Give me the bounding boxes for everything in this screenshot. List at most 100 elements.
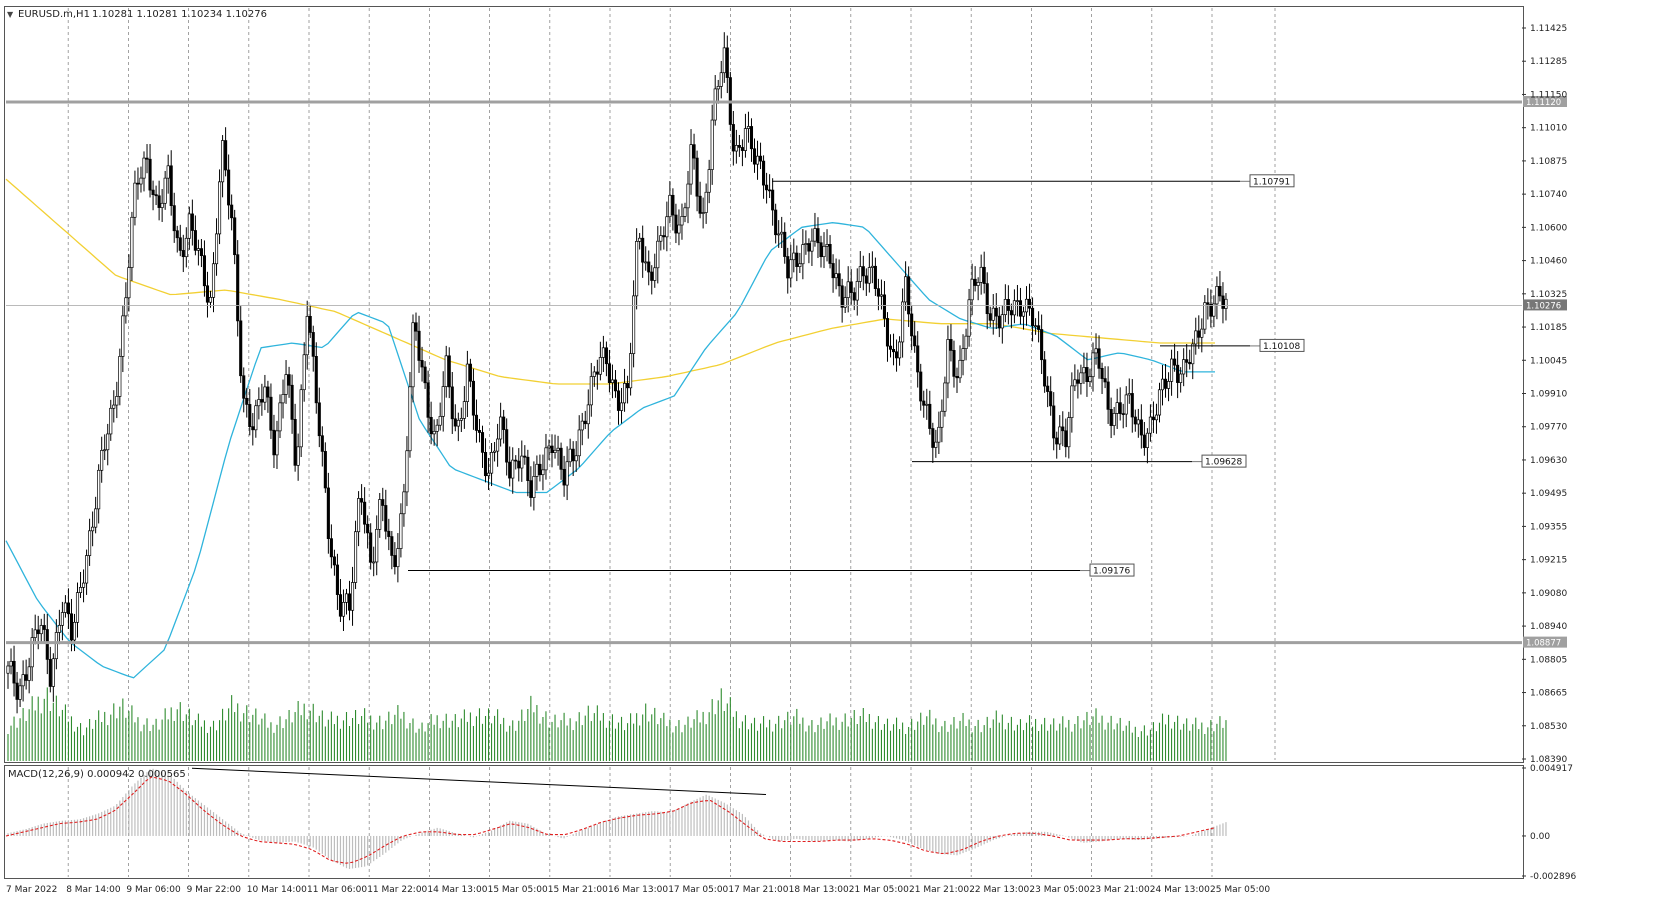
candle-body [502,416,506,430]
candle-body [1037,325,1041,330]
candle-body [224,140,228,171]
candle-body [1163,378,1168,389]
candle-body [287,374,291,386]
candle-body [51,658,55,687]
candle-body [882,294,887,319]
level-1-10791-label: 1.10791 [1253,177,1290,187]
candle-body [559,447,563,470]
candle-body [789,259,793,279]
candle-body [876,288,880,297]
candle-body [888,345,893,350]
candle-body [302,354,306,391]
price-tick-label: 1.11425 [1530,24,1567,34]
candle-body [118,356,122,397]
candle-body [837,273,841,287]
candle-body [1209,304,1213,317]
candle-body [819,242,823,258]
candle-body [1127,393,1131,396]
candle-body [762,160,766,186]
candle-body [538,463,542,476]
candle-body [580,420,584,431]
candle-body [937,426,941,443]
candle-body [804,243,808,245]
candle-body [465,363,469,402]
candle-body [1061,426,1065,432]
candle-body [1076,379,1080,384]
candle-body [946,339,950,384]
candle-body [462,401,466,419]
candle-body [100,450,104,471]
candle-body [1197,330,1201,338]
candle-body [979,266,983,283]
candle-body [913,335,917,347]
candle-body [925,403,929,406]
price-tick-label: 1.10740 [1530,190,1567,200]
candle-body [320,435,324,452]
candle-body [532,476,536,498]
candle-body [755,155,760,165]
candle-body [689,144,693,185]
time-label: 11 Mar 22:00 [367,885,427,895]
candle-body [423,366,427,384]
candle-body [598,357,602,375]
candle-body [332,556,336,566]
candle-body [982,266,986,284]
level-1-09628-label: 1.09628 [1205,458,1242,468]
candle-body [63,602,67,613]
candle-body [103,449,107,452]
price-tick-label: 1.09355 [1530,522,1567,532]
candle-body [160,202,164,208]
candle-body [42,625,46,630]
resistance-line-label-bg [1523,96,1567,107]
candle-body [613,379,618,392]
candle-body [236,254,240,322]
candle-body [1046,385,1050,392]
candle-body [746,126,751,129]
candle-body [18,685,22,700]
macd-pane[interactable] [4,765,1524,879]
candle-body [211,263,216,298]
candle-body [961,348,965,361]
candle-body [807,243,811,252]
time-label: 23 Mar 05:00 [1029,885,1089,895]
candle-body [622,383,627,404]
candle-body [740,147,744,151]
candle-body [311,332,315,357]
candle-body [607,363,611,383]
candle-body [1073,379,1077,387]
candle-body [480,432,485,453]
candle-body [970,278,974,301]
candle-body [284,374,288,395]
candle-body [426,382,430,418]
candle-body [166,165,170,179]
candle-body [686,183,690,209]
candle-body [843,297,847,308]
candle-body [731,124,735,152]
candle-body [1079,372,1083,384]
candle-body [48,659,52,687]
candle-body [1124,394,1128,415]
candle-body [88,530,92,556]
candle-body [193,230,197,251]
candle-body [710,119,714,170]
candle-body [184,237,188,258]
main-price-pane[interactable] [4,6,1524,763]
candle-body [278,402,282,432]
candle-body [408,386,412,452]
candle-body [1142,434,1146,448]
candle-body [873,265,877,289]
price-axis: 1.11425 1.11285 1.11150 1.11010 1.10875 1.107… [1522,24,1567,765]
candle-body [45,629,49,660]
candle-body [568,448,572,463]
candle-body [683,207,687,217]
candle-body [375,528,379,563]
candle-body [674,214,678,234]
candle-body [1179,373,1183,383]
dropdown-arrow-icon[interactable]: ▼ [7,10,14,19]
candle-body [885,318,890,347]
candle-body [378,499,382,530]
candle-body [1176,364,1180,383]
candle-body [429,416,433,435]
time-label: 7 Mar 2022 [6,885,57,895]
